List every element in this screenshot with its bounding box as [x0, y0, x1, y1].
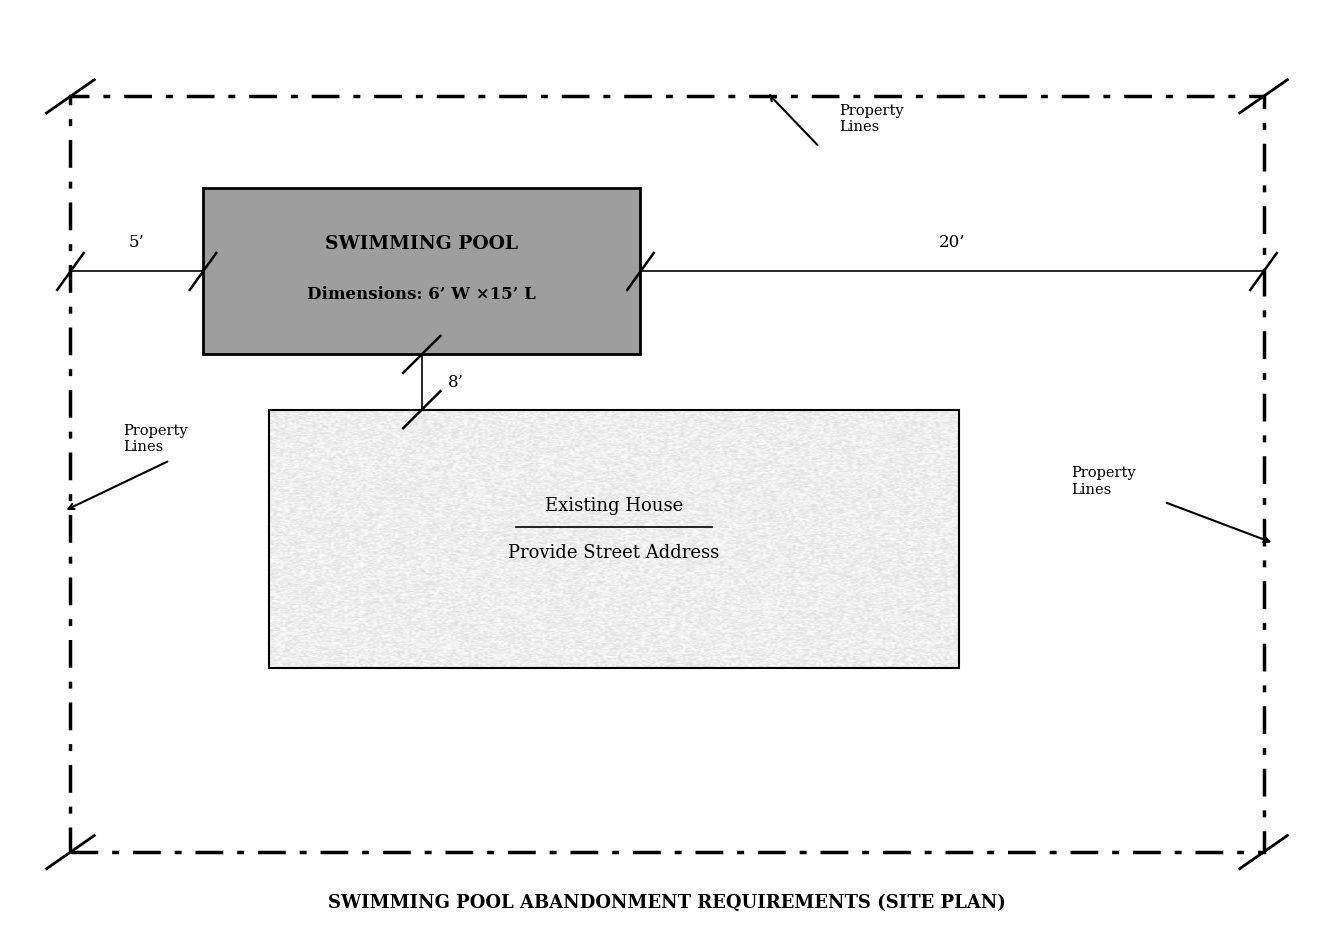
Text: Dimensions: 6’ W ×15’ L: Dimensions: 6’ W ×15’ L — [307, 286, 536, 303]
Text: Property
Lines: Property Lines — [1071, 467, 1137, 497]
Bar — [71, 97, 1263, 852]
Text: 20’: 20’ — [939, 234, 966, 251]
Text: Property
Lines: Property Lines — [124, 424, 188, 454]
Text: Property
Lines: Property Lines — [839, 104, 904, 135]
Bar — [203, 189, 640, 354]
Text: 5’: 5’ — [129, 234, 144, 251]
Text: 8’: 8’ — [448, 374, 464, 391]
Text: SWIMMING POOL ABANDONMENT REQUIREMENTS (SITE PLAN): SWIMMING POOL ABANDONMENT REQUIREMENTS (… — [328, 894, 1006, 911]
Text: SWIMMING POOL: SWIMMING POOL — [325, 234, 518, 253]
Text: Provide Street Address: Provide Street Address — [508, 543, 719, 562]
Text: Existing House: Existing House — [544, 498, 683, 515]
Bar — [269, 410, 959, 668]
